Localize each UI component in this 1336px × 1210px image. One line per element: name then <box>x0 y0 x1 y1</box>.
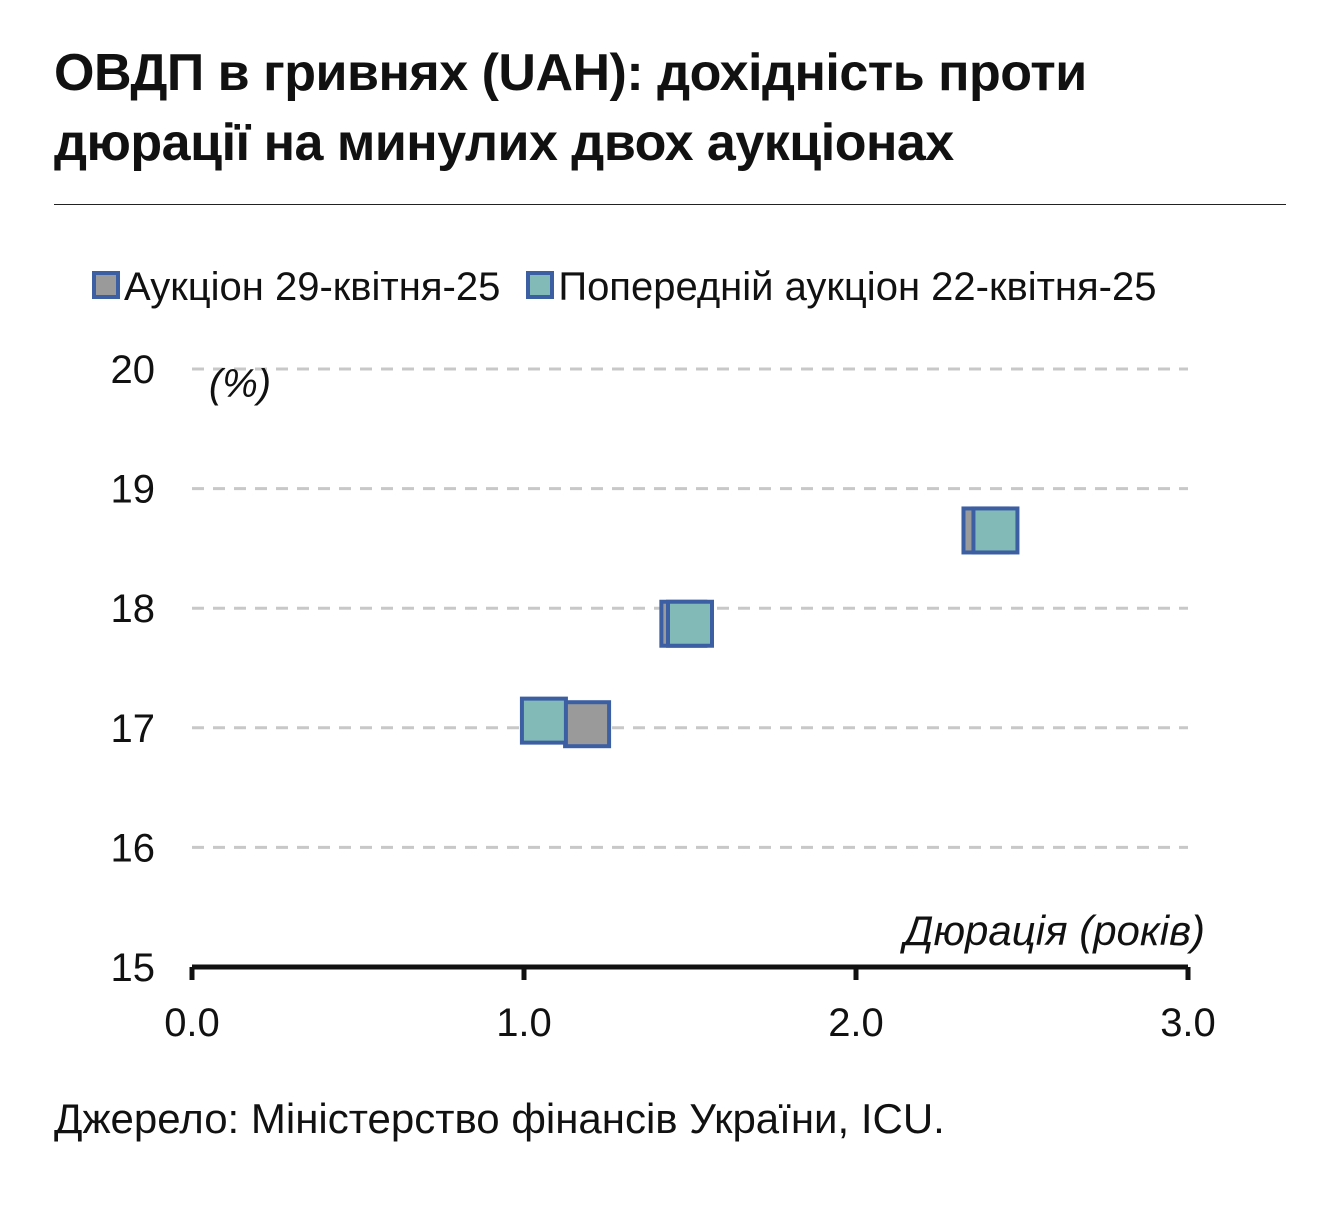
x-tick-label-3.0: 3.0 <box>1160 1001 1216 1045</box>
point-series2-3 <box>971 506 1020 555</box>
y-tick-label-15: 15 <box>111 946 156 990</box>
legend-swatch-current <box>92 271 120 299</box>
y-tick-label-18: 18 <box>111 587 156 631</box>
point-series2-2 <box>666 599 714 648</box>
x-tick-label-1.0: 1.0 <box>496 1001 552 1045</box>
y-tick-label-19: 19 <box>111 468 156 512</box>
point-series1-1 <box>563 700 612 749</box>
y-tick-label-20: 20 <box>111 348 156 392</box>
y-tick-label-17: 17 <box>111 707 156 751</box>
x-tick-label-0.0: 0.0 <box>164 1001 220 1045</box>
legend-swatch-previous <box>526 271 555 299</box>
legend-label-previous: Попередній аукціон 22-квітня-25 <box>558 264 1157 309</box>
title-divider <box>54 204 1286 205</box>
legend-label-current: Аукціон 29-квітня-25 <box>124 264 501 309</box>
chart-title: ОВДП в гривнях (UAH): дохідність проти д… <box>54 44 1087 172</box>
point-series2-1 <box>519 696 568 745</box>
source-note: Джерело: Міністерство фінансів України, … <box>54 1095 945 1142</box>
y-axis-label: (%) <box>209 362 271 406</box>
scatter-plot: 15 16 17 18 19 20 0.0 1.0 2.0 3.0 (%) Дюрація (рокі… <box>111 348 1216 1045</box>
y-tick-label-16: 16 <box>111 826 156 870</box>
legend-item-current: Аукціон 29-квітня-25 <box>92 265 500 310</box>
legend: Аукціон 29-квітня-25 Попередній аукціон … <box>92 262 1182 312</box>
legend-item-previous: Попередній аукціон 22-квітня-25 <box>526 265 1156 310</box>
x-axis-label: Дюрація (років) <box>900 907 1205 954</box>
x-tick-label-2.0: 2.0 <box>828 1001 884 1045</box>
